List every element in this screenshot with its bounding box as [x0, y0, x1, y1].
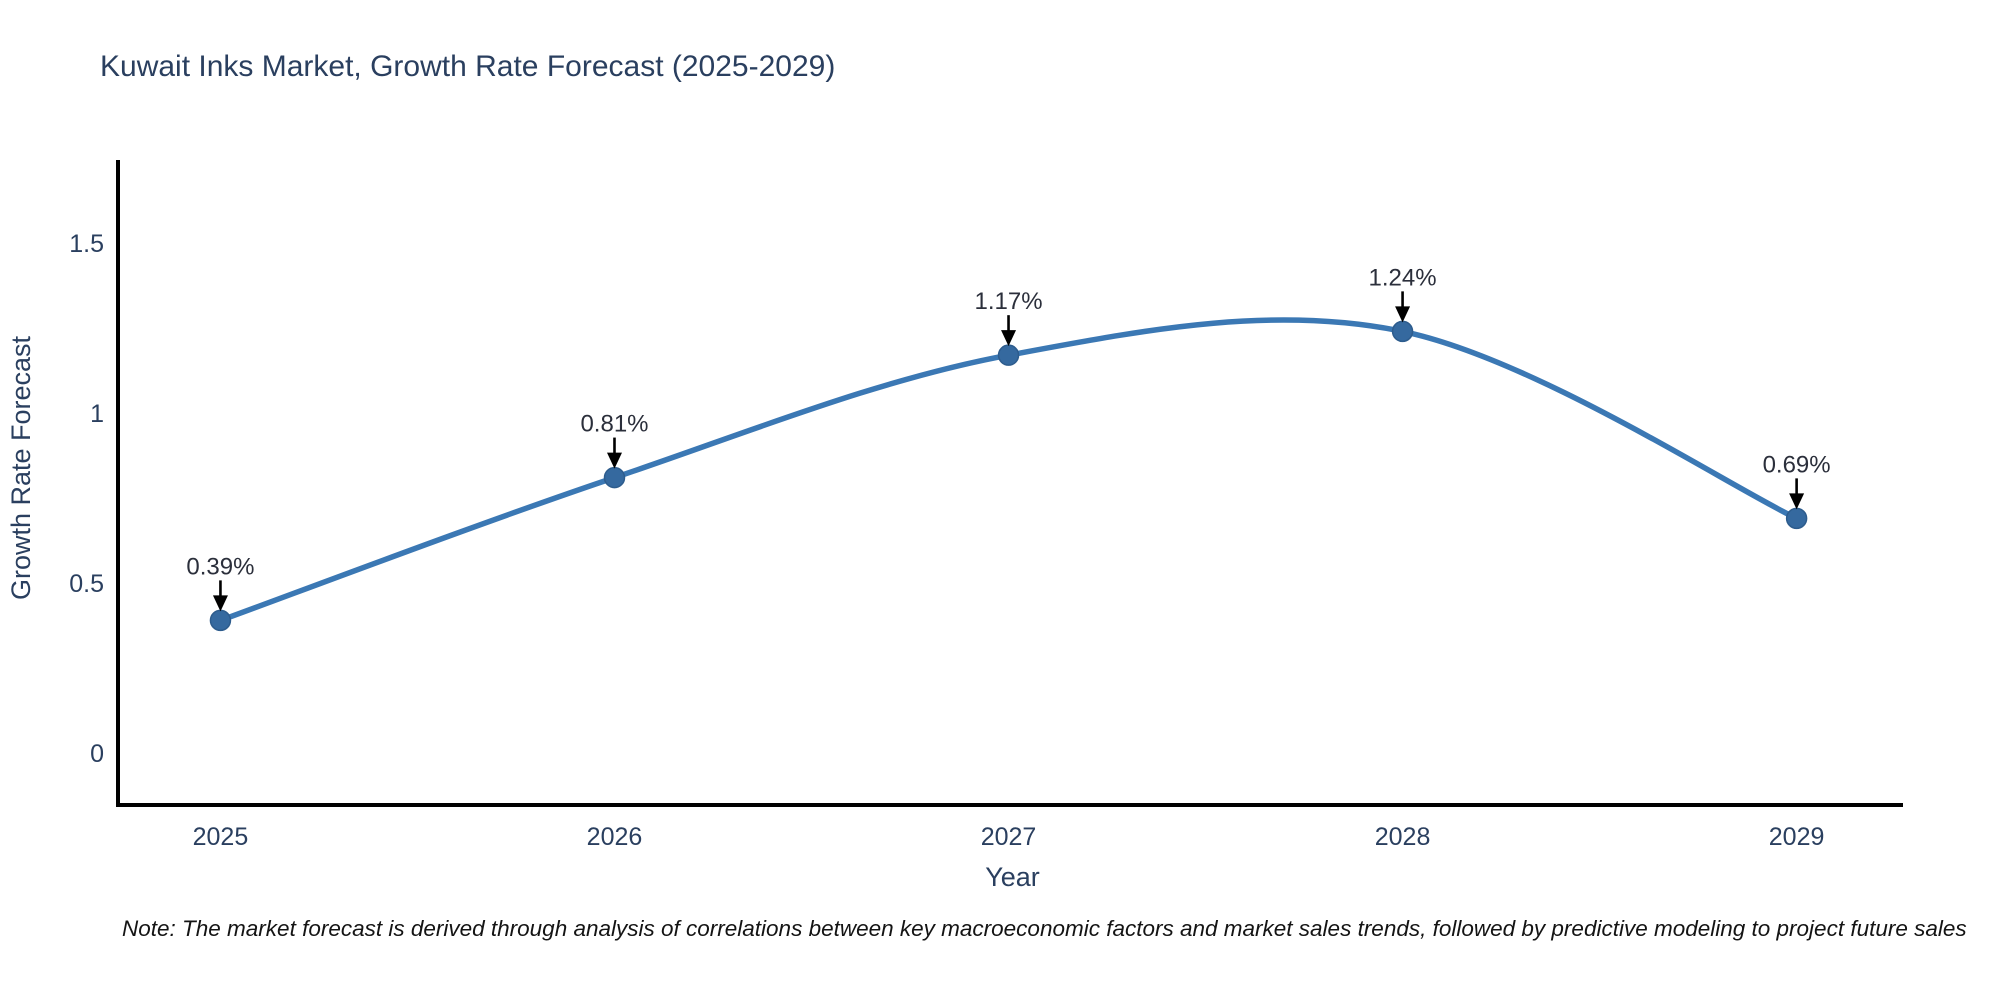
annotation-label: 1.17%	[974, 288, 1042, 315]
annotation-label: 0.39%	[186, 553, 254, 580]
x-tick-label: 2026	[587, 823, 643, 851]
y-axis-title: Growth Rate Forecast	[6, 335, 36, 600]
y-tick-label: 0	[90, 740, 104, 768]
annotation-label: 1.24%	[1369, 264, 1437, 291]
annotation-arrowhead-icon	[212, 595, 228, 612]
annotation-arrowhead-icon	[606, 452, 622, 469]
data-point-marker[interactable]	[1785, 507, 1808, 530]
x-axis-title: Year	[985, 862, 1040, 892]
x-tick-label: 2028	[1375, 823, 1431, 851]
x-tick-label: 2027	[981, 823, 1037, 851]
annotation-arrowhead-icon	[1789, 493, 1805, 510]
x-tick-label: 2029	[1769, 823, 1825, 851]
data-point-marker[interactable]	[603, 466, 626, 489]
annotation-arrowhead-icon	[1395, 306, 1411, 323]
data-point-marker[interactable]	[997, 344, 1020, 366]
y-tick-label: 1	[90, 400, 104, 428]
footnote: Note: The market forecast is derived thr…	[122, 916, 1967, 941]
data-point-marker[interactable]	[209, 609, 232, 632]
annotation-arrowhead-icon	[1001, 330, 1017, 347]
annotation-label: 0.69%	[1763, 451, 1831, 478]
annotation-label: 0.81%	[580, 411, 648, 438]
y-tick-label: 1.5	[69, 230, 104, 258]
chart-title: Kuwait Inks Market, Growth Rate Forecast…	[100, 50, 836, 83]
data-point-marker[interactable]	[1391, 320, 1414, 343]
y-tick-label: 0.5	[69, 570, 104, 598]
x-tick-label: 2025	[193, 823, 249, 851]
